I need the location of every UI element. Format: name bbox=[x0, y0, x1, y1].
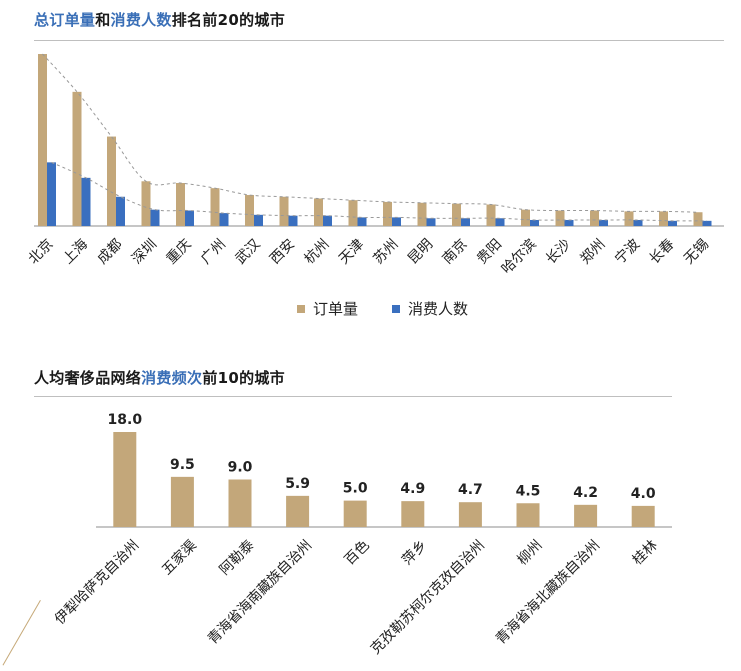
bar-orders bbox=[521, 209, 530, 226]
bar-consumers bbox=[150, 209, 160, 226]
bar-orders bbox=[555, 210, 565, 226]
bar-consumers bbox=[599, 219, 608, 226]
bar bbox=[574, 504, 598, 527]
bar-orders bbox=[279, 196, 289, 226]
chart2-title: 人均奢侈品网络消费频次前10的城市 bbox=[34, 369, 285, 387]
bar-consumers bbox=[254, 214, 263, 226]
data-label: 9.5 bbox=[170, 457, 195, 473]
data-label: 5.9 bbox=[285, 476, 310, 492]
x-tick-label: 五家渠 bbox=[158, 537, 200, 579]
bar bbox=[170, 476, 194, 527]
bar-orders bbox=[72, 91, 82, 226]
trend-line-consumers bbox=[51, 161, 708, 222]
bar-consumers bbox=[461, 218, 470, 226]
bar-consumers bbox=[116, 196, 125, 226]
bar-consumers bbox=[357, 217, 367, 226]
bar-orders bbox=[693, 212, 703, 226]
bar-consumers bbox=[47, 162, 56, 226]
bar bbox=[516, 503, 540, 527]
bar-orders bbox=[176, 183, 185, 226]
data-label: 5.0 bbox=[343, 481, 368, 497]
chart1-plot: 北京 上海 成都 深圳 重庆 广州 武汉 西安 杭州 天津 苏州 昆明 南京 贵阳哈尔滨 长沙 郑州 宁波 长春无… bbox=[25, 53, 724, 277]
bar-consumers bbox=[288, 215, 298, 226]
bar-consumers bbox=[564, 219, 574, 226]
data-label: 18.0 bbox=[108, 412, 143, 428]
bar-orders bbox=[659, 211, 668, 226]
legend-swatch-orders bbox=[297, 304, 305, 313]
data-label: 4.0 bbox=[631, 486, 656, 502]
chart1-title-divider bbox=[34, 40, 724, 41]
x-tick-label: 青海省海北藏族自治州 bbox=[493, 537, 603, 647]
legend-item-consumers: 消费人数 bbox=[392, 298, 468, 319]
bar-orders bbox=[245, 195, 254, 226]
bar-consumers bbox=[323, 215, 332, 226]
bar bbox=[113, 432, 137, 527]
data-label: 4.9 bbox=[400, 481, 425, 497]
bar-consumers bbox=[495, 218, 505, 226]
bar-orders bbox=[590, 210, 599, 226]
bar bbox=[228, 479, 252, 527]
legend-label-consumers: 消费人数 bbox=[408, 300, 469, 318]
data-label: 9.0 bbox=[228, 460, 253, 476]
bar-consumers bbox=[185, 210, 194, 226]
bar-orders bbox=[486, 204, 496, 226]
x-tick-label: 桂林 bbox=[630, 537, 661, 568]
bar-consumers bbox=[702, 220, 712, 226]
bar-orders bbox=[210, 188, 220, 226]
bar-orders bbox=[141, 181, 151, 226]
x-tick-label: 青海省海南藏族自治州 bbox=[205, 537, 315, 647]
bar-consumers bbox=[392, 217, 401, 226]
x-tick-label: 萍乡 bbox=[399, 537, 430, 568]
x-tick-label: 柳州 bbox=[514, 537, 546, 569]
legend-item-orders: 订单量 bbox=[297, 298, 358, 319]
bar bbox=[401, 501, 425, 527]
bar-orders bbox=[417, 202, 427, 226]
bar-orders bbox=[107, 136, 116, 226]
bar-consumers bbox=[633, 219, 643, 226]
legend-label-orders: 订单量 bbox=[313, 300, 359, 318]
x-tick-label: 阿勒泰 bbox=[217, 537, 258, 578]
chart2-title-divider bbox=[34, 396, 672, 397]
bar-orders bbox=[314, 198, 323, 226]
data-label: 4.5 bbox=[516, 483, 541, 499]
bar bbox=[458, 502, 482, 527]
x-tick-label: 百色 bbox=[341, 537, 373, 569]
data-label: 4.7 bbox=[458, 482, 483, 498]
bar-consumers bbox=[668, 220, 677, 226]
bar-orders bbox=[452, 203, 461, 226]
x-tick-label: 克孜勒苏柯尔克孜自治州 bbox=[368, 537, 488, 657]
bar bbox=[343, 500, 367, 527]
chart1-legend: 订单量 消费人数 bbox=[297, 298, 468, 319]
chart1-title: 总订单量和消费人数排名前20的城市 bbox=[34, 11, 285, 29]
bar-orders bbox=[383, 201, 392, 226]
bar bbox=[631, 505, 655, 527]
bar bbox=[286, 495, 310, 527]
x-tick-label: 伊犁哈萨克自治州 bbox=[52, 537, 143, 628]
bar-consumers bbox=[81, 177, 91, 226]
bar-consumers bbox=[219, 213, 229, 226]
bar-consumers bbox=[426, 218, 436, 226]
legend-swatch-consumers bbox=[392, 304, 401, 313]
bar-consumers bbox=[530, 219, 539, 226]
bar-orders bbox=[624, 211, 634, 226]
bar-orders bbox=[348, 200, 358, 226]
bar-orders bbox=[38, 54, 47, 226]
trend-line-orders bbox=[42, 53, 699, 213]
data-label: 4.2 bbox=[573, 485, 598, 501]
